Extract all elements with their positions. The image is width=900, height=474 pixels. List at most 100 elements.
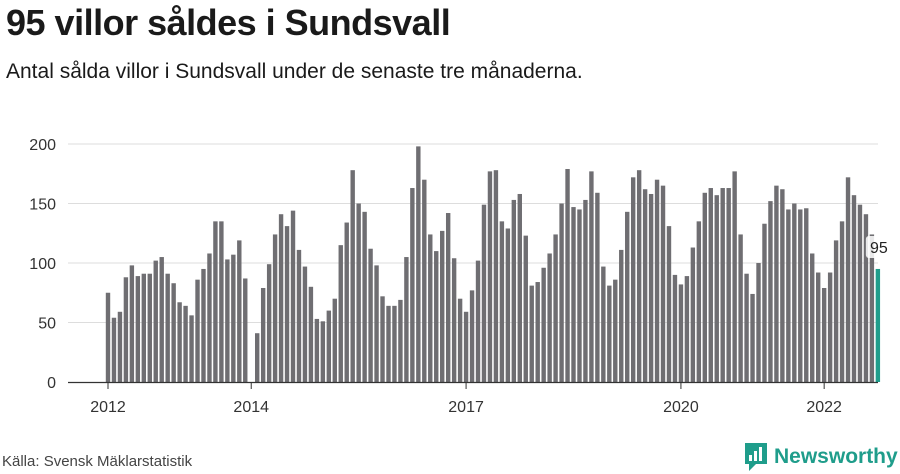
bar xyxy=(344,222,349,382)
bar xyxy=(475,260,481,382)
bar xyxy=(135,276,141,382)
bar xyxy=(260,287,266,382)
bar xyxy=(607,285,612,382)
bar xyxy=(696,221,702,382)
bar xyxy=(523,235,528,382)
bar xyxy=(380,296,385,382)
bar xyxy=(815,272,821,382)
bar xyxy=(798,209,803,382)
bar xyxy=(398,299,403,382)
bar xyxy=(362,211,367,382)
bar xyxy=(434,251,439,382)
chart-subtitle: Antal sålda villor i Sundsvall under de … xyxy=(6,60,583,83)
newsworthy-icon xyxy=(745,443,767,471)
bar xyxy=(738,234,743,382)
bar xyxy=(129,265,135,382)
bar xyxy=(839,221,845,382)
bar xyxy=(374,265,379,382)
x-tick-label: 2022 xyxy=(806,399,842,416)
bar xyxy=(833,240,839,382)
x-tick-label: 2014 xyxy=(233,399,269,416)
source-text: Källa: Svensk Mäklarstatistik xyxy=(2,453,193,470)
bar xyxy=(845,177,851,382)
bar xyxy=(422,179,427,382)
bar xyxy=(619,249,624,382)
bar xyxy=(368,248,373,382)
bar xyxy=(714,195,719,382)
bar xyxy=(141,273,147,382)
bar xyxy=(535,282,540,382)
bar xyxy=(744,273,749,382)
bar xyxy=(690,247,696,382)
bar xyxy=(810,253,815,382)
bar xyxy=(869,234,875,382)
bar xyxy=(613,279,618,382)
bar xyxy=(684,276,690,382)
bar xyxy=(636,170,642,382)
annotation: 95 xyxy=(865,235,890,258)
bar xyxy=(356,203,361,382)
x-tick-label: 2017 xyxy=(448,399,484,416)
bar xyxy=(577,209,582,382)
x-axis-ticks: 2012 2014 2017 2020 2022 xyxy=(90,382,842,416)
bar xyxy=(774,185,779,382)
bar xyxy=(296,249,302,382)
bar xyxy=(123,277,129,382)
bar xyxy=(756,263,761,382)
bar xyxy=(416,146,421,382)
bar xyxy=(302,266,308,382)
bar xyxy=(547,253,552,382)
bar xyxy=(648,193,654,382)
annotation-background xyxy=(865,235,890,258)
newsworthy-logo[interactable]: Newsworthy xyxy=(744,442,898,472)
bar xyxy=(565,168,570,382)
bar xyxy=(630,177,636,382)
bar xyxy=(505,228,511,382)
bar xyxy=(171,283,176,382)
bar xyxy=(386,305,391,382)
bar xyxy=(117,311,123,382)
bar xyxy=(601,266,606,382)
bar xyxy=(177,302,182,382)
bar xyxy=(851,195,857,382)
bar-chart: 0 50 100 150 200 2012 2014 2017 2020 2022 95 xyxy=(29,137,890,416)
bar xyxy=(863,214,869,382)
bar xyxy=(159,257,164,382)
bar xyxy=(553,234,558,382)
bar xyxy=(445,213,451,382)
bar xyxy=(350,170,355,382)
bar xyxy=(237,240,242,382)
bar xyxy=(332,298,337,382)
x-tick-label: 2020 xyxy=(663,399,699,416)
bar xyxy=(231,254,236,382)
bar xyxy=(404,257,409,382)
bar xyxy=(702,192,707,382)
y-tick-label: 0 xyxy=(47,375,56,392)
bar xyxy=(499,221,505,382)
bar xyxy=(457,298,463,382)
bar xyxy=(786,209,791,382)
bar xyxy=(278,214,284,382)
bar xyxy=(571,207,576,382)
bar xyxy=(183,305,188,382)
bar xyxy=(219,221,224,382)
bar xyxy=(511,199,517,382)
bar xyxy=(451,258,457,382)
bar xyxy=(481,204,487,382)
bar xyxy=(666,226,672,382)
bar xyxy=(821,287,827,382)
bar xyxy=(857,204,863,382)
bar xyxy=(308,286,314,382)
bar xyxy=(410,188,415,382)
bar xyxy=(440,230,445,382)
y-tick-label: 200 xyxy=(29,137,56,154)
bar xyxy=(195,279,200,382)
bar xyxy=(672,274,678,382)
bar xyxy=(493,170,499,382)
bar xyxy=(780,189,785,382)
bar xyxy=(804,208,809,382)
bar xyxy=(541,267,546,382)
chart-title: 95 villor såldes i Sundsvall xyxy=(6,2,451,43)
bar xyxy=(207,253,212,382)
bar xyxy=(189,315,194,382)
